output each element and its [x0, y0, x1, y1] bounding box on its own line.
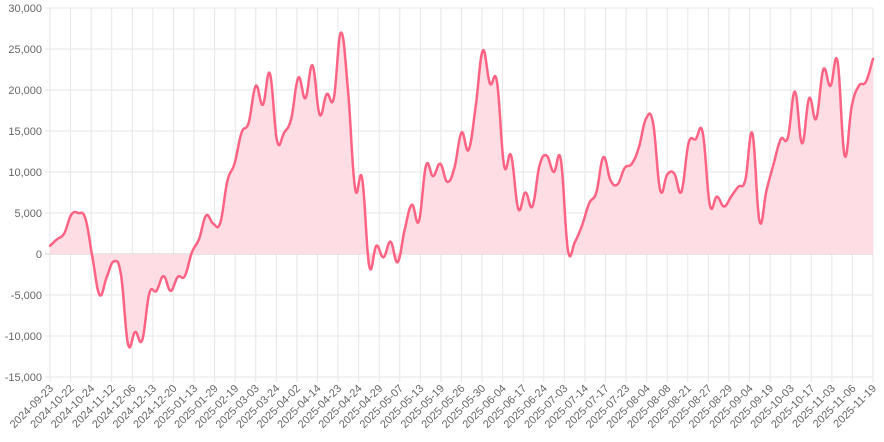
y-tick-label: 30,000	[8, 3, 42, 15]
y-tick-label: 25,000	[8, 44, 42, 56]
y-tick-label: -15,000	[5, 372, 42, 384]
y-axis: -15,000 -10,000 -5,000 0 5,000 10,000 15,000 20…	[5, 3, 42, 384]
y-tick-label: 10,000	[8, 167, 42, 179]
series-line	[48, 31, 875, 349]
x-axis: 2024-09-232024-10-222024-10-242024-11-12…	[8, 383, 879, 431]
y-tick-label: 15,000	[8, 126, 42, 138]
y-tick-label: 0	[36, 249, 42, 261]
y-tick-label: -5,000	[11, 290, 42, 302]
y-tick-label: 5,000	[14, 208, 42, 220]
y-tick-label: -10,000	[5, 331, 42, 343]
y-tick-label: 20,000	[8, 85, 42, 97]
series-area-fill	[50, 32, 873, 348]
